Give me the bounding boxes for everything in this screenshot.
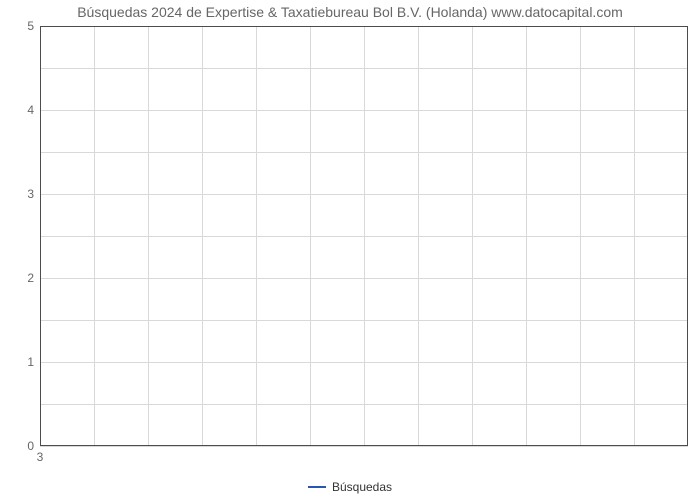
x-tick-label: 3 [37, 446, 44, 464]
legend-swatch [308, 486, 326, 488]
gridline-v [526, 26, 527, 446]
gridline-v [202, 26, 203, 446]
gridline-v [634, 26, 635, 446]
gridline-v [418, 26, 419, 446]
legend-label: Búsquedas [332, 480, 392, 494]
y-tick-label: 1 [27, 355, 40, 369]
y-tick-label: 4 [27, 103, 40, 117]
gridline-v [94, 26, 95, 446]
gridline-v [256, 26, 257, 446]
plot-area: 0123453 [40, 26, 688, 446]
y-tick-label: 2 [27, 271, 40, 285]
legend: Búsquedas [0, 480, 700, 494]
y-tick-label: 3 [27, 187, 40, 201]
gridline-h [40, 446, 688, 447]
gridline-v [472, 26, 473, 446]
gridline-v [310, 26, 311, 446]
chart-title: Búsquedas 2024 de Expertise & Taxatiebur… [0, 4, 700, 20]
gridline-v [364, 26, 365, 446]
y-tick-label: 5 [27, 19, 40, 33]
gridline-v [580, 26, 581, 446]
gridline-v [148, 26, 149, 446]
